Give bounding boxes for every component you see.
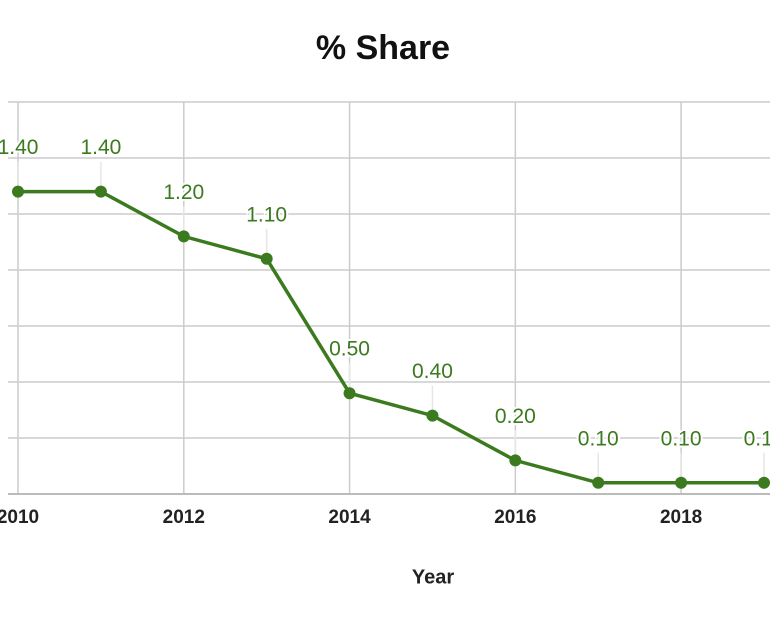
- data-label: 0.10: [744, 427, 770, 450]
- x-axis-title: Year: [412, 566, 454, 588]
- data-point: [177, 230, 190, 243]
- x-tick-label: 2010: [0, 507, 39, 528]
- data-label: 0.40: [412, 360, 453, 383]
- data-label: 1.40: [80, 136, 121, 159]
- data-point: [758, 476, 770, 489]
- data-point: [675, 476, 688, 489]
- x-tick-label: 2016: [494, 507, 536, 528]
- data-label: 1.40: [0, 136, 38, 159]
- data-line: [18, 189, 764, 485]
- data-point: [509, 454, 522, 467]
- x-tick-label: 2012: [163, 507, 205, 528]
- data-label: 1.10: [246, 203, 287, 226]
- x-tick-label: 2014: [328, 507, 371, 528]
- data-point: [12, 185, 24, 198]
- data-point: [592, 476, 605, 489]
- data-label: 1.20: [163, 181, 204, 204]
- data-label: 0.10: [661, 427, 702, 450]
- data-label: 0.20: [495, 405, 536, 428]
- data-label: 0.50: [329, 338, 370, 361]
- data-point: [343, 387, 356, 400]
- data-point: [260, 252, 273, 265]
- x-tick-label: 2018: [660, 507, 702, 528]
- data-point: [426, 409, 439, 422]
- data-point: [94, 185, 107, 198]
- data-label: 0.10: [578, 427, 619, 450]
- chart-title: % Share: [316, 29, 450, 67]
